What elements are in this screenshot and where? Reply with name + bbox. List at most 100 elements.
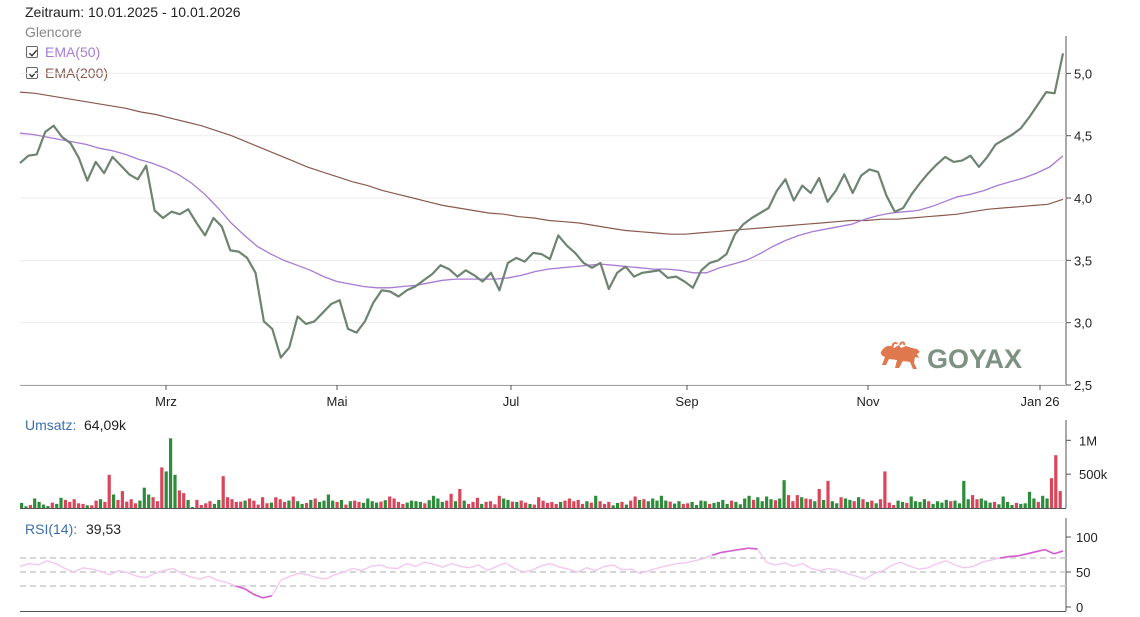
volume-bar <box>304 502 309 508</box>
volume-bar <box>230 499 234 508</box>
volume-bar <box>467 503 471 508</box>
volume-bar <box>370 501 374 508</box>
rsi-extreme-segment <box>730 548 740 552</box>
x-tick-label: Sep <box>675 394 698 409</box>
rsi-extreme-segment <box>1008 555 1019 558</box>
volume-bar <box>589 502 593 508</box>
volume-bar <box>944 499 948 508</box>
volume-bar <box>431 495 436 508</box>
ema50-checkbox[interactable] <box>26 46 38 58</box>
volume-bar <box>804 498 808 508</box>
volume-bar <box>173 474 177 508</box>
volume-bar <box>576 499 580 508</box>
volume-bar <box>922 499 926 508</box>
volume-bar <box>887 502 891 508</box>
volume-bar <box>344 504 348 508</box>
volume-bar <box>480 503 484 508</box>
volume-bar <box>247 498 252 508</box>
volume-bar <box>59 497 63 508</box>
volume-bar <box>269 502 273 508</box>
volume-bar <box>865 501 869 508</box>
ema200-checkbox[interactable] <box>26 67 38 79</box>
volume-bar <box>835 503 839 508</box>
volume-bar <box>72 499 76 508</box>
rsi-extreme-segment <box>1026 550 1037 555</box>
volume-bar <box>988 502 992 508</box>
volume-bar <box>405 502 409 508</box>
price-tick-label: 5,0 <box>1074 66 1092 81</box>
volume-bar <box>738 504 742 508</box>
ema50-label[interactable]: EMA(50) <box>45 44 101 60</box>
volume-bar <box>1014 502 1018 508</box>
volume-bar <box>453 501 458 508</box>
volume-bar <box>33 498 37 508</box>
volume-bar <box>98 499 103 508</box>
volume-bar <box>383 500 387 508</box>
volume-bar <box>436 498 440 508</box>
volume-bar <box>725 503 729 508</box>
volume-bar <box>559 501 563 508</box>
volume-bar <box>870 500 874 508</box>
rsi-tick-label: 50 <box>1076 565 1090 580</box>
volume-bar <box>300 503 304 508</box>
volume-bar <box>773 500 777 508</box>
volume-bar <box>769 499 773 508</box>
volume-tick-label: 500k <box>1079 467 1108 482</box>
volume-bar <box>651 498 655 508</box>
volume-bar <box>256 504 260 508</box>
volume-bar <box>361 502 365 508</box>
volume-bar <box>791 501 795 508</box>
volume-bar <box>611 505 615 508</box>
volume-bar <box>440 501 444 508</box>
volume-bar <box>46 506 50 508</box>
volume-bar <box>857 497 861 508</box>
volume-bar <box>388 496 392 508</box>
checkmark-icon <box>29 49 38 57</box>
volume-bar <box>427 500 431 508</box>
volume-bar <box>160 467 164 508</box>
volume-bar <box>37 501 41 508</box>
volume-bar <box>90 505 94 508</box>
volume-bar <box>721 499 725 508</box>
ema200-label[interactable]: EMA(200) <box>45 65 109 81</box>
volume-bar <box>138 500 142 508</box>
volume-bar <box>843 498 848 508</box>
volume-bar <box>274 497 278 508</box>
volume-bar <box>800 497 804 508</box>
volume-bar <box>462 500 466 508</box>
volume-bar <box>94 500 98 508</box>
price-tick-label: 2,5 <box>1074 378 1092 393</box>
price-tick-label: 4,0 <box>1074 191 1092 206</box>
volume-bar <box>694 505 699 508</box>
volume-bar <box>892 505 896 508</box>
volume-bar <box>633 496 637 508</box>
volume-bar <box>287 500 291 508</box>
volume-bar <box>572 501 576 508</box>
volume-bar <box>808 499 812 508</box>
volume-bar <box>186 499 190 508</box>
volume-bar <box>81 503 85 508</box>
rsi-value: 39,53 <box>86 521 122 537</box>
volume-bar <box>940 502 944 508</box>
volume-bar <box>331 500 335 508</box>
volume-bar <box>567 498 571 508</box>
volume-bar <box>935 501 940 508</box>
volume-bar <box>659 495 663 508</box>
volume-bar <box>41 504 46 508</box>
volume-bar <box>484 501 488 508</box>
volume-bar <box>68 501 72 508</box>
volume-bar <box>1027 491 1032 508</box>
volume-bar <box>642 499 646 508</box>
rsi-label: RSI(14): <box>25 521 78 537</box>
volume-bar <box>208 501 212 508</box>
volume-bar <box>1054 455 1058 508</box>
checkmark-icon <box>29 70 38 78</box>
volume-bar <box>690 501 694 508</box>
volume-bar <box>594 495 598 508</box>
rsi-extreme-segment <box>1053 550 1064 555</box>
price-line <box>19 53 1065 359</box>
volume-bar <box>971 495 975 508</box>
volume-bar <box>1019 503 1023 508</box>
volume-bar <box>607 501 611 508</box>
